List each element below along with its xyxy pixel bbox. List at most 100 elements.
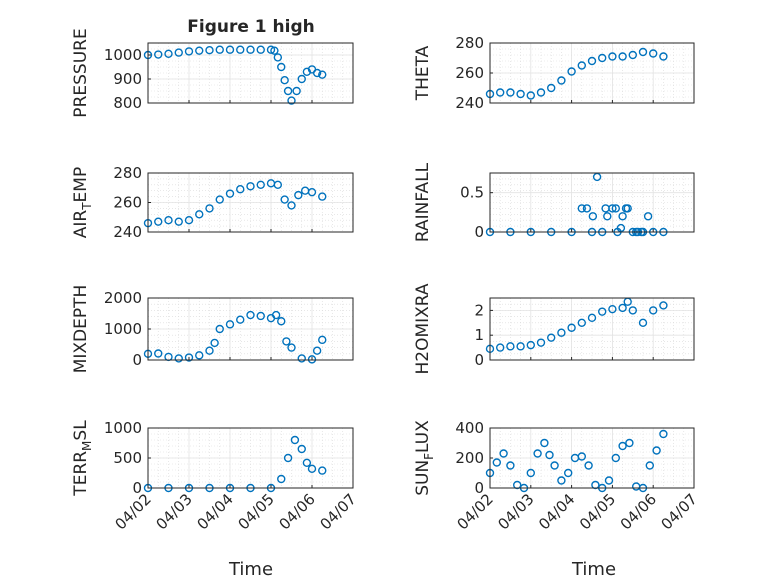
data-point	[536, 338, 546, 347]
data-point	[506, 88, 515, 97]
data-point	[540, 438, 549, 448]
data-point	[287, 343, 296, 352]
y-tick-label: 2000	[104, 289, 142, 307]
data-point	[588, 212, 598, 221]
x-tick-label: 04/07	[658, 490, 701, 533]
data-point	[270, 46, 279, 55]
x-tick-label: 04/06	[276, 490, 319, 533]
data-point	[225, 320, 235, 329]
data-point	[154, 217, 163, 226]
y-tick-label: 0	[474, 479, 484, 497]
data-point	[184, 353, 194, 362]
data-point	[297, 354, 306, 363]
subplot-theta: 240 260 280 THETA	[413, 34, 695, 112]
data-point	[164, 215, 173, 225]
y-axis-label-main: TERR	[71, 451, 91, 497]
data-point	[283, 86, 293, 96]
data-point	[154, 50, 163, 59]
y-tick-label: 500	[113, 449, 142, 467]
data-point	[603, 212, 612, 221]
data-point	[628, 306, 637, 315]
data-point	[215, 324, 224, 334]
data-point	[526, 340, 535, 350]
data-point	[638, 318, 648, 327]
subplot-sun-flux: 020040004/0204/0304/0404/0504/0604/07SUN…	[413, 419, 701, 533]
data-point	[277, 317, 286, 326]
data-point	[292, 86, 301, 96]
data-point	[496, 88, 505, 97]
y-axis-label: TERRMSL	[71, 420, 94, 497]
subplot-terr-msl: 0500100004/0204/0304/0404/0504/0604/07TE…	[71, 419, 360, 533]
data-point	[256, 180, 265, 190]
y-tick-label: 0	[474, 351, 484, 369]
data-point	[649, 49, 658, 58]
data-point	[584, 461, 593, 470]
data-point	[312, 346, 322, 355]
y-tick-label: 900	[113, 70, 142, 88]
data-point	[618, 303, 627, 313]
data-point	[567, 323, 576, 332]
data-point	[246, 182, 255, 191]
y-axis-label: RAINFALL	[413, 162, 433, 242]
data-point	[246, 45, 255, 54]
data-point	[506, 342, 515, 351]
data-point	[225, 189, 235, 198]
y-axis-label-rest: SL	[71, 420, 91, 441]
data-point	[611, 204, 620, 213]
subplot-pressure: 800 900 1000 PRESSURE	[71, 28, 354, 118]
data-point	[205, 204, 214, 213]
y-tick-label: 2	[474, 301, 484, 319]
y-tick-label: 240	[455, 94, 484, 112]
data-point	[307, 187, 317, 197]
y-tick-label: 0	[474, 223, 484, 241]
data-point	[618, 52, 627, 61]
data-point	[236, 315, 245, 324]
y-axis-label-rest: EMP	[71, 167, 91, 203]
data-point	[577, 204, 586, 213]
data-point	[577, 61, 586, 70]
y-axis-label-subscript: M	[80, 441, 94, 451]
data-point	[645, 461, 654, 470]
y-axis-label: PRESSURE	[71, 28, 91, 117]
data-point	[618, 441, 627, 451]
data-point	[154, 349, 163, 358]
data-point	[277, 62, 286, 72]
data-point	[506, 461, 515, 470]
x-tick-label: 04/05	[235, 490, 278, 533]
data-point	[174, 217, 183, 226]
data-point	[638, 47, 648, 57]
data-point	[282, 337, 291, 346]
data-point	[649, 306, 658, 315]
data-point	[294, 190, 303, 200]
y-tick-label: 280	[113, 164, 142, 182]
data-point	[174, 48, 183, 57]
data-point	[290, 435, 300, 445]
y-axis-label-main: AIR	[71, 210, 91, 239]
data-point	[283, 453, 293, 463]
data-point	[287, 201, 296, 210]
y-axis-label: MIXDEPTH	[71, 285, 91, 374]
data-point	[307, 355, 317, 364]
y-axis-label-rest: LUX	[413, 420, 433, 453]
y-tick-label: 800	[113, 94, 142, 112]
data-point	[659, 301, 668, 310]
data-point	[564, 468, 573, 478]
data-point	[246, 310, 255, 320]
data-point	[545, 450, 554, 460]
y-tick-label: 1000	[104, 320, 142, 338]
y-axis-label-subscript: F	[422, 453, 436, 460]
data-point	[652, 446, 661, 455]
data-point	[256, 311, 265, 321]
y-tick-label: 1000	[104, 419, 142, 437]
data-point	[205, 46, 214, 55]
y-axis-label: H2OMIXRA	[413, 283, 433, 374]
data-point	[499, 449, 508, 458]
x-tick-label: 04/07	[317, 490, 360, 533]
y-tick-label: 0	[132, 351, 142, 369]
y-axis-label: AIRTEMP	[71, 167, 94, 238]
data-point	[287, 96, 296, 105]
y-tick-label: 0.5	[460, 184, 484, 202]
data-point	[164, 49, 173, 58]
x-tick-label: 04/05	[576, 490, 619, 533]
